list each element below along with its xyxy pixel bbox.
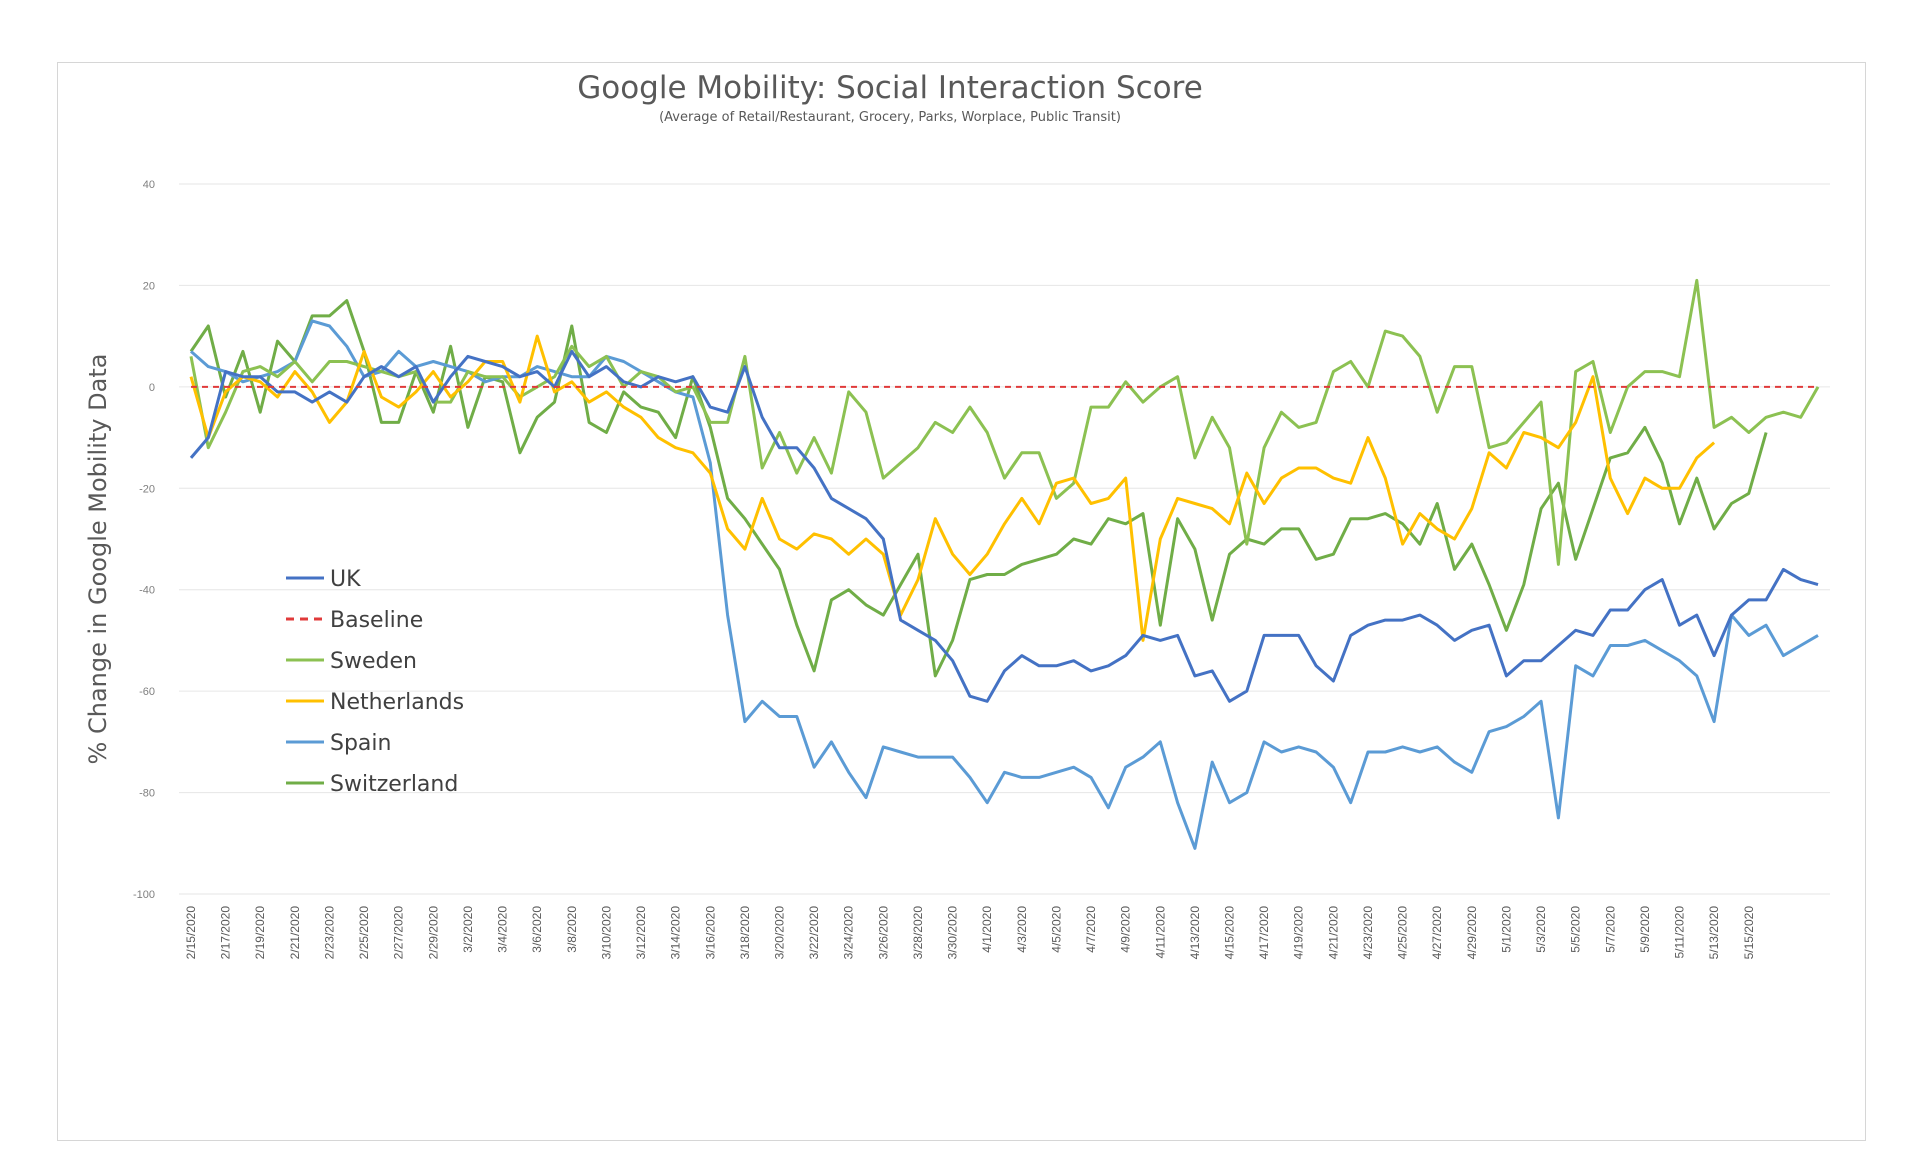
x-tick-label: 5/11/2020 xyxy=(1673,906,1687,959)
series-line-switzerland xyxy=(189,299,1768,678)
x-tick-label: 4/5/2020 xyxy=(1049,906,1063,953)
x-tick-label: 2/29/2020 xyxy=(426,906,440,960)
x-tick-label: 4/25/2020 xyxy=(1396,906,1410,960)
x-tick-label: 2/17/2020 xyxy=(219,906,233,960)
x-tick-label: 4/9/2020 xyxy=(1119,906,1133,953)
x-tick-label: 3/6/2020 xyxy=(530,906,544,953)
y-tick-label: 20 xyxy=(143,280,155,292)
y-tick-label: -40 xyxy=(139,585,155,597)
x-tick-label: 2/25/2020 xyxy=(357,906,371,960)
x-tick-label: 4/15/2020 xyxy=(1223,906,1237,960)
x-tick-label: 3/22/2020 xyxy=(807,906,821,960)
x-tick-label: 4/29/2020 xyxy=(1465,906,1479,960)
series-line-netherlands xyxy=(189,334,1716,642)
x-tick-label: 4/27/2020 xyxy=(1430,906,1444,960)
x-tick-label: 2/27/2020 xyxy=(392,906,406,960)
legend-label-baseline: Baseline xyxy=(330,608,423,633)
y-axis-ticks: 40 20 0 -20 -40 -60 -80 -100 xyxy=(133,179,155,901)
x-tick-label: 4/1/2020 xyxy=(980,906,994,953)
y-tick-label: -100 xyxy=(133,889,155,901)
x-tick-label: 3/18/2020 xyxy=(738,906,752,960)
x-tick-label: 5/3/2020 xyxy=(1534,906,1548,953)
y-tick-label: -20 xyxy=(139,483,155,495)
x-tick-label: 3/26/2020 xyxy=(876,906,890,960)
y-tick-label: -60 xyxy=(139,686,155,698)
x-tick-label: 3/10/2020 xyxy=(599,906,613,960)
series-line-sweden xyxy=(189,278,1820,566)
x-tick-label: 4/11/2020 xyxy=(1153,906,1167,959)
y-tick-label: -80 xyxy=(139,788,155,800)
series-lines xyxy=(189,278,1820,850)
x-tick-label: 4/13/2020 xyxy=(1188,906,1202,960)
x-tick-label: 4/7/2020 xyxy=(1084,906,1098,953)
legend-label-netherlands: Netherlands xyxy=(330,690,464,715)
x-tick-label: 5/15/2020 xyxy=(1742,906,1756,960)
gridlines xyxy=(179,183,1830,895)
x-tick-label: 3/2/2020 xyxy=(461,906,475,953)
x-tick-label: 4/17/2020 xyxy=(1257,906,1271,960)
x-tick-label: 5/1/2020 xyxy=(1499,906,1513,953)
legend-label-sweden: Sweden xyxy=(330,649,417,674)
chart-canvas: Google Mobility: Social Interaction Scor… xyxy=(84,70,1830,960)
x-axis-ticks: 2/15/2020 2/17/2020 2/19/2020 2/21/2020 2/23… xyxy=(184,906,1756,960)
x-tick-label: 5/9/2020 xyxy=(1638,906,1652,953)
series-line-spain xyxy=(190,319,1819,850)
x-tick-label: 4/19/2020 xyxy=(1292,906,1306,960)
legend-label-spain: Spain xyxy=(330,731,391,756)
legend-label-uk: UK xyxy=(330,567,361,592)
x-tick-label: 3/14/2020 xyxy=(669,906,683,960)
legend: UK Baseline Sweden Netherlands Spain Switzerl… xyxy=(286,567,464,797)
x-tick-label: 3/24/2020 xyxy=(842,906,856,960)
y-axis-label: % Change in Google Mobility Data xyxy=(84,354,112,765)
legend-label-switzerland: Switzerland xyxy=(330,772,458,797)
x-tick-label: 4/3/2020 xyxy=(1015,906,1029,953)
x-tick-label: 3/8/2020 xyxy=(565,906,579,953)
x-tick-label: 2/23/2020 xyxy=(322,906,336,960)
x-tick-label: 5/5/2020 xyxy=(1569,906,1583,953)
x-tick-label: 3/20/2020 xyxy=(772,906,786,960)
x-tick-label: 4/23/2020 xyxy=(1361,906,1375,960)
series-line-uk xyxy=(189,349,1819,703)
x-tick-label: 5/13/2020 xyxy=(1707,906,1721,960)
y-tick-label: 40 xyxy=(143,179,155,191)
x-tick-label: 3/16/2020 xyxy=(703,906,717,960)
chart-frame: Google Mobility: Social Interaction Scor… xyxy=(57,62,1866,1141)
x-tick-label: 2/19/2020 xyxy=(253,906,267,960)
x-tick-label: 2/21/2020 xyxy=(288,906,302,960)
x-tick-label: 3/30/2020 xyxy=(946,906,960,960)
y-tick-label: 0 xyxy=(149,382,155,394)
chart-subtitle: (Average of Retail/Restaurant, Grocery, … xyxy=(659,110,1121,125)
x-tick-label: 2/15/2020 xyxy=(184,906,198,960)
chart-title: Google Mobility: Social Interaction Scor… xyxy=(577,70,1203,106)
x-tick-label: 4/21/2020 xyxy=(1326,906,1340,960)
x-tick-label: 3/12/2020 xyxy=(634,906,648,960)
x-tick-label: 3/4/2020 xyxy=(496,906,510,953)
x-tick-label: 3/28/2020 xyxy=(911,906,925,960)
x-tick-label: 5/7/2020 xyxy=(1603,906,1617,953)
